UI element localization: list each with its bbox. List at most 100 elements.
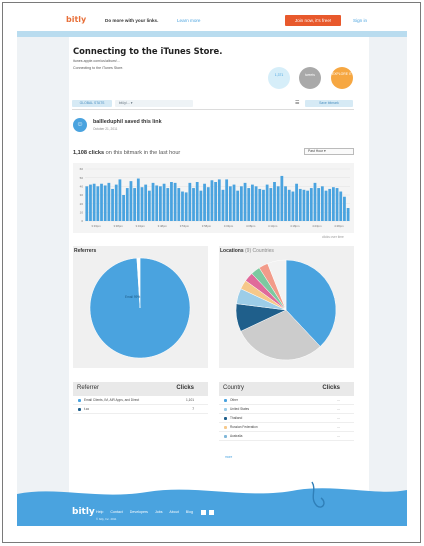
click-bar[interactable] bbox=[217, 179, 221, 221]
click-bar[interactable] bbox=[273, 182, 276, 221]
click-bar[interactable] bbox=[346, 208, 350, 221]
click-bar[interactable] bbox=[151, 182, 155, 221]
click-bar[interactable] bbox=[262, 189, 265, 221]
footer-logo[interactable]: bitly bbox=[72, 507, 95, 517]
click-bar[interactable] bbox=[203, 183, 206, 221]
click-bar[interactable] bbox=[343, 196, 346, 221]
click-bar[interactable] bbox=[265, 184, 269, 221]
click-bar[interactable] bbox=[206, 187, 210, 221]
click-bar[interactable] bbox=[162, 183, 166, 221]
click-bar[interactable] bbox=[89, 184, 92, 221]
click-bar[interactable] bbox=[232, 184, 236, 221]
click-bar[interactable] bbox=[298, 188, 302, 221]
click-bar[interactable] bbox=[103, 185, 107, 221]
click-bar[interactable] bbox=[309, 188, 313, 221]
click-bar[interactable] bbox=[100, 183, 103, 221]
click-bar[interactable] bbox=[136, 178, 140, 221]
click-bar[interactable] bbox=[251, 184, 254, 221]
country-label[interactable]: Russian Federation bbox=[230, 425, 258, 429]
click-bar[interactable] bbox=[96, 186, 100, 221]
click-bar[interactable] bbox=[295, 183, 298, 221]
country-row[interactable]: Thailand... bbox=[219, 414, 354, 423]
country-label[interactable]: Thailand bbox=[230, 416, 243, 420]
click-bar[interactable] bbox=[225, 179, 229, 221]
click-bar[interactable] bbox=[184, 192, 188, 221]
explore-stat-circle[interactable]: EXPLORE IT bbox=[331, 67, 353, 89]
country-row[interactable]: Other... bbox=[219, 396, 354, 405]
country-col-header[interactable]: Country bbox=[223, 385, 245, 391]
country-clicks-col-header[interactable]: Clicks bbox=[322, 385, 340, 391]
referrer-row[interactable]: Email Clients, IM, AIR Apps, and Direct 1… bbox=[73, 396, 208, 405]
footer-link-help[interactable]: Help bbox=[96, 510, 104, 514]
click-bar[interactable] bbox=[199, 190, 203, 221]
click-bar[interactable] bbox=[122, 195, 125, 221]
country-label[interactable]: Australia bbox=[230, 434, 243, 438]
list-view-icon[interactable]: ☰ bbox=[295, 100, 300, 106]
country-row[interactable]: Russian Federation... bbox=[219, 423, 354, 432]
click-bar[interactable] bbox=[247, 188, 251, 221]
click-bar[interactable] bbox=[239, 186, 243, 221]
click-bar[interactable] bbox=[92, 183, 96, 221]
click-bar[interactable] bbox=[210, 180, 214, 221]
click-bar[interactable] bbox=[243, 182, 247, 221]
click-bar[interactable] bbox=[214, 182, 217, 221]
pie-slice[interactable] bbox=[285, 259, 337, 347]
click-bar[interactable] bbox=[129, 181, 133, 221]
click-bar[interactable] bbox=[328, 188, 332, 221]
click-bar[interactable] bbox=[188, 182, 192, 221]
click-bar[interactable] bbox=[317, 188, 321, 221]
referrer-label[interactable]: Email Clients, IM, AIR Apps, and Direct bbox=[84, 398, 140, 402]
click-bar[interactable] bbox=[306, 190, 310, 221]
click-bar[interactable] bbox=[144, 184, 148, 221]
facebook-icon[interactable] bbox=[209, 510, 214, 515]
click-bar[interactable] bbox=[140, 187, 144, 221]
click-bar[interactable] bbox=[133, 188, 137, 221]
click-bar[interactable] bbox=[192, 188, 195, 221]
click-bar[interactable] bbox=[170, 182, 173, 221]
save-bitmark-button[interactable]: Save bitmark bbox=[305, 100, 353, 107]
bitly-logo[interactable]: bitly bbox=[66, 15, 87, 24]
click-bar[interactable] bbox=[159, 186, 162, 221]
click-bar[interactable] bbox=[258, 188, 262, 221]
click-bar[interactable] bbox=[195, 182, 199, 221]
country-label[interactable]: United States bbox=[230, 407, 250, 411]
click-bar[interactable] bbox=[181, 191, 184, 221]
click-bar[interactable] bbox=[335, 188, 339, 221]
click-bar[interactable] bbox=[324, 190, 328, 221]
footer-link-blog[interactable]: Blog bbox=[185, 510, 193, 514]
click-bar[interactable] bbox=[125, 188, 129, 221]
referrer-col-header[interactable]: Referrer bbox=[77, 385, 100, 391]
click-bar[interactable] bbox=[284, 186, 287, 221]
footer-link-jobs[interactable]: Jobs bbox=[154, 510, 163, 514]
click-bar[interactable] bbox=[276, 186, 280, 221]
country-row[interactable]: Australia... bbox=[219, 432, 354, 441]
footer-link-about[interactable]: About bbox=[169, 510, 179, 514]
click-bar[interactable] bbox=[280, 175, 284, 221]
pie-slice[interactable] bbox=[136, 257, 141, 309]
footer-link-contact[interactable]: Contact bbox=[110, 510, 123, 514]
click-bar[interactable] bbox=[173, 182, 177, 221]
click-bar[interactable] bbox=[85, 186, 89, 221]
clicks-col-header[interactable]: Clicks bbox=[176, 385, 194, 391]
time-range-select[interactable]: Past Hour ▾ bbox=[304, 148, 354, 155]
click-bar[interactable] bbox=[287, 189, 291, 221]
click-bar[interactable] bbox=[111, 188, 114, 221]
learn-more-link[interactable]: Learn more bbox=[177, 18, 201, 23]
click-bar[interactable] bbox=[114, 184, 118, 221]
click-bar[interactable] bbox=[177, 188, 181, 221]
global-stats-tab[interactable]: GLOBAL STATS bbox=[72, 100, 112, 107]
twitter-icon[interactable] bbox=[201, 510, 206, 515]
referrer-row[interactable]: t.co 7 bbox=[73, 405, 208, 414]
pie-slice[interactable] bbox=[240, 309, 321, 361]
click-bar[interactable] bbox=[331, 187, 335, 221]
sign-in-link[interactable]: Sign in bbox=[353, 18, 368, 23]
click-bar[interactable] bbox=[147, 190, 151, 221]
click-bar[interactable] bbox=[291, 191, 295, 221]
click-bar[interactable] bbox=[107, 182, 111, 221]
click-bar[interactable] bbox=[313, 182, 317, 221]
click-bar[interactable] bbox=[228, 186, 232, 221]
click-bar[interactable] bbox=[118, 179, 122, 221]
footer-link-developers[interactable]: Developers bbox=[129, 510, 148, 514]
more-countries-link[interactable]: more bbox=[225, 455, 233, 459]
click-bar[interactable] bbox=[302, 189, 306, 221]
